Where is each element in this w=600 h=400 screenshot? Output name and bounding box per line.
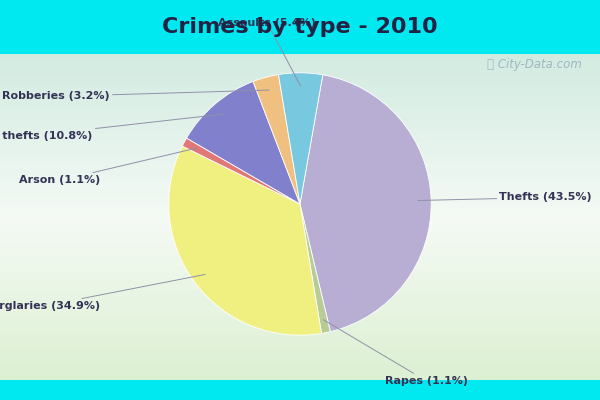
Bar [0, 0, 600, 54]
Wedge shape [169, 146, 322, 335]
Text: Rapes (1.1%): Rapes (1.1%) [323, 320, 468, 386]
Wedge shape [300, 204, 331, 334]
Wedge shape [278, 73, 323, 204]
Wedge shape [300, 75, 431, 332]
Wedge shape [182, 138, 300, 204]
Text: Robberies (3.2%): Robberies (3.2%) [2, 90, 269, 102]
Text: Auto thefts (10.8%): Auto thefts (10.8%) [0, 114, 223, 141]
Text: ⓘ City-Data.com: ⓘ City-Data.com [487, 58, 582, 71]
Bar [0, 380, 600, 400]
Text: Thefts (43.5%): Thefts (43.5%) [418, 192, 592, 202]
Text: Crimes by type - 2010: Crimes by type - 2010 [162, 17, 438, 37]
Text: Arson (1.1%): Arson (1.1%) [19, 148, 196, 185]
Text: Assaults (5.4%): Assaults (5.4%) [218, 18, 316, 86]
Wedge shape [187, 82, 300, 204]
Wedge shape [253, 74, 300, 204]
Text: Burglaries (34.9%): Burglaries (34.9%) [0, 274, 205, 311]
